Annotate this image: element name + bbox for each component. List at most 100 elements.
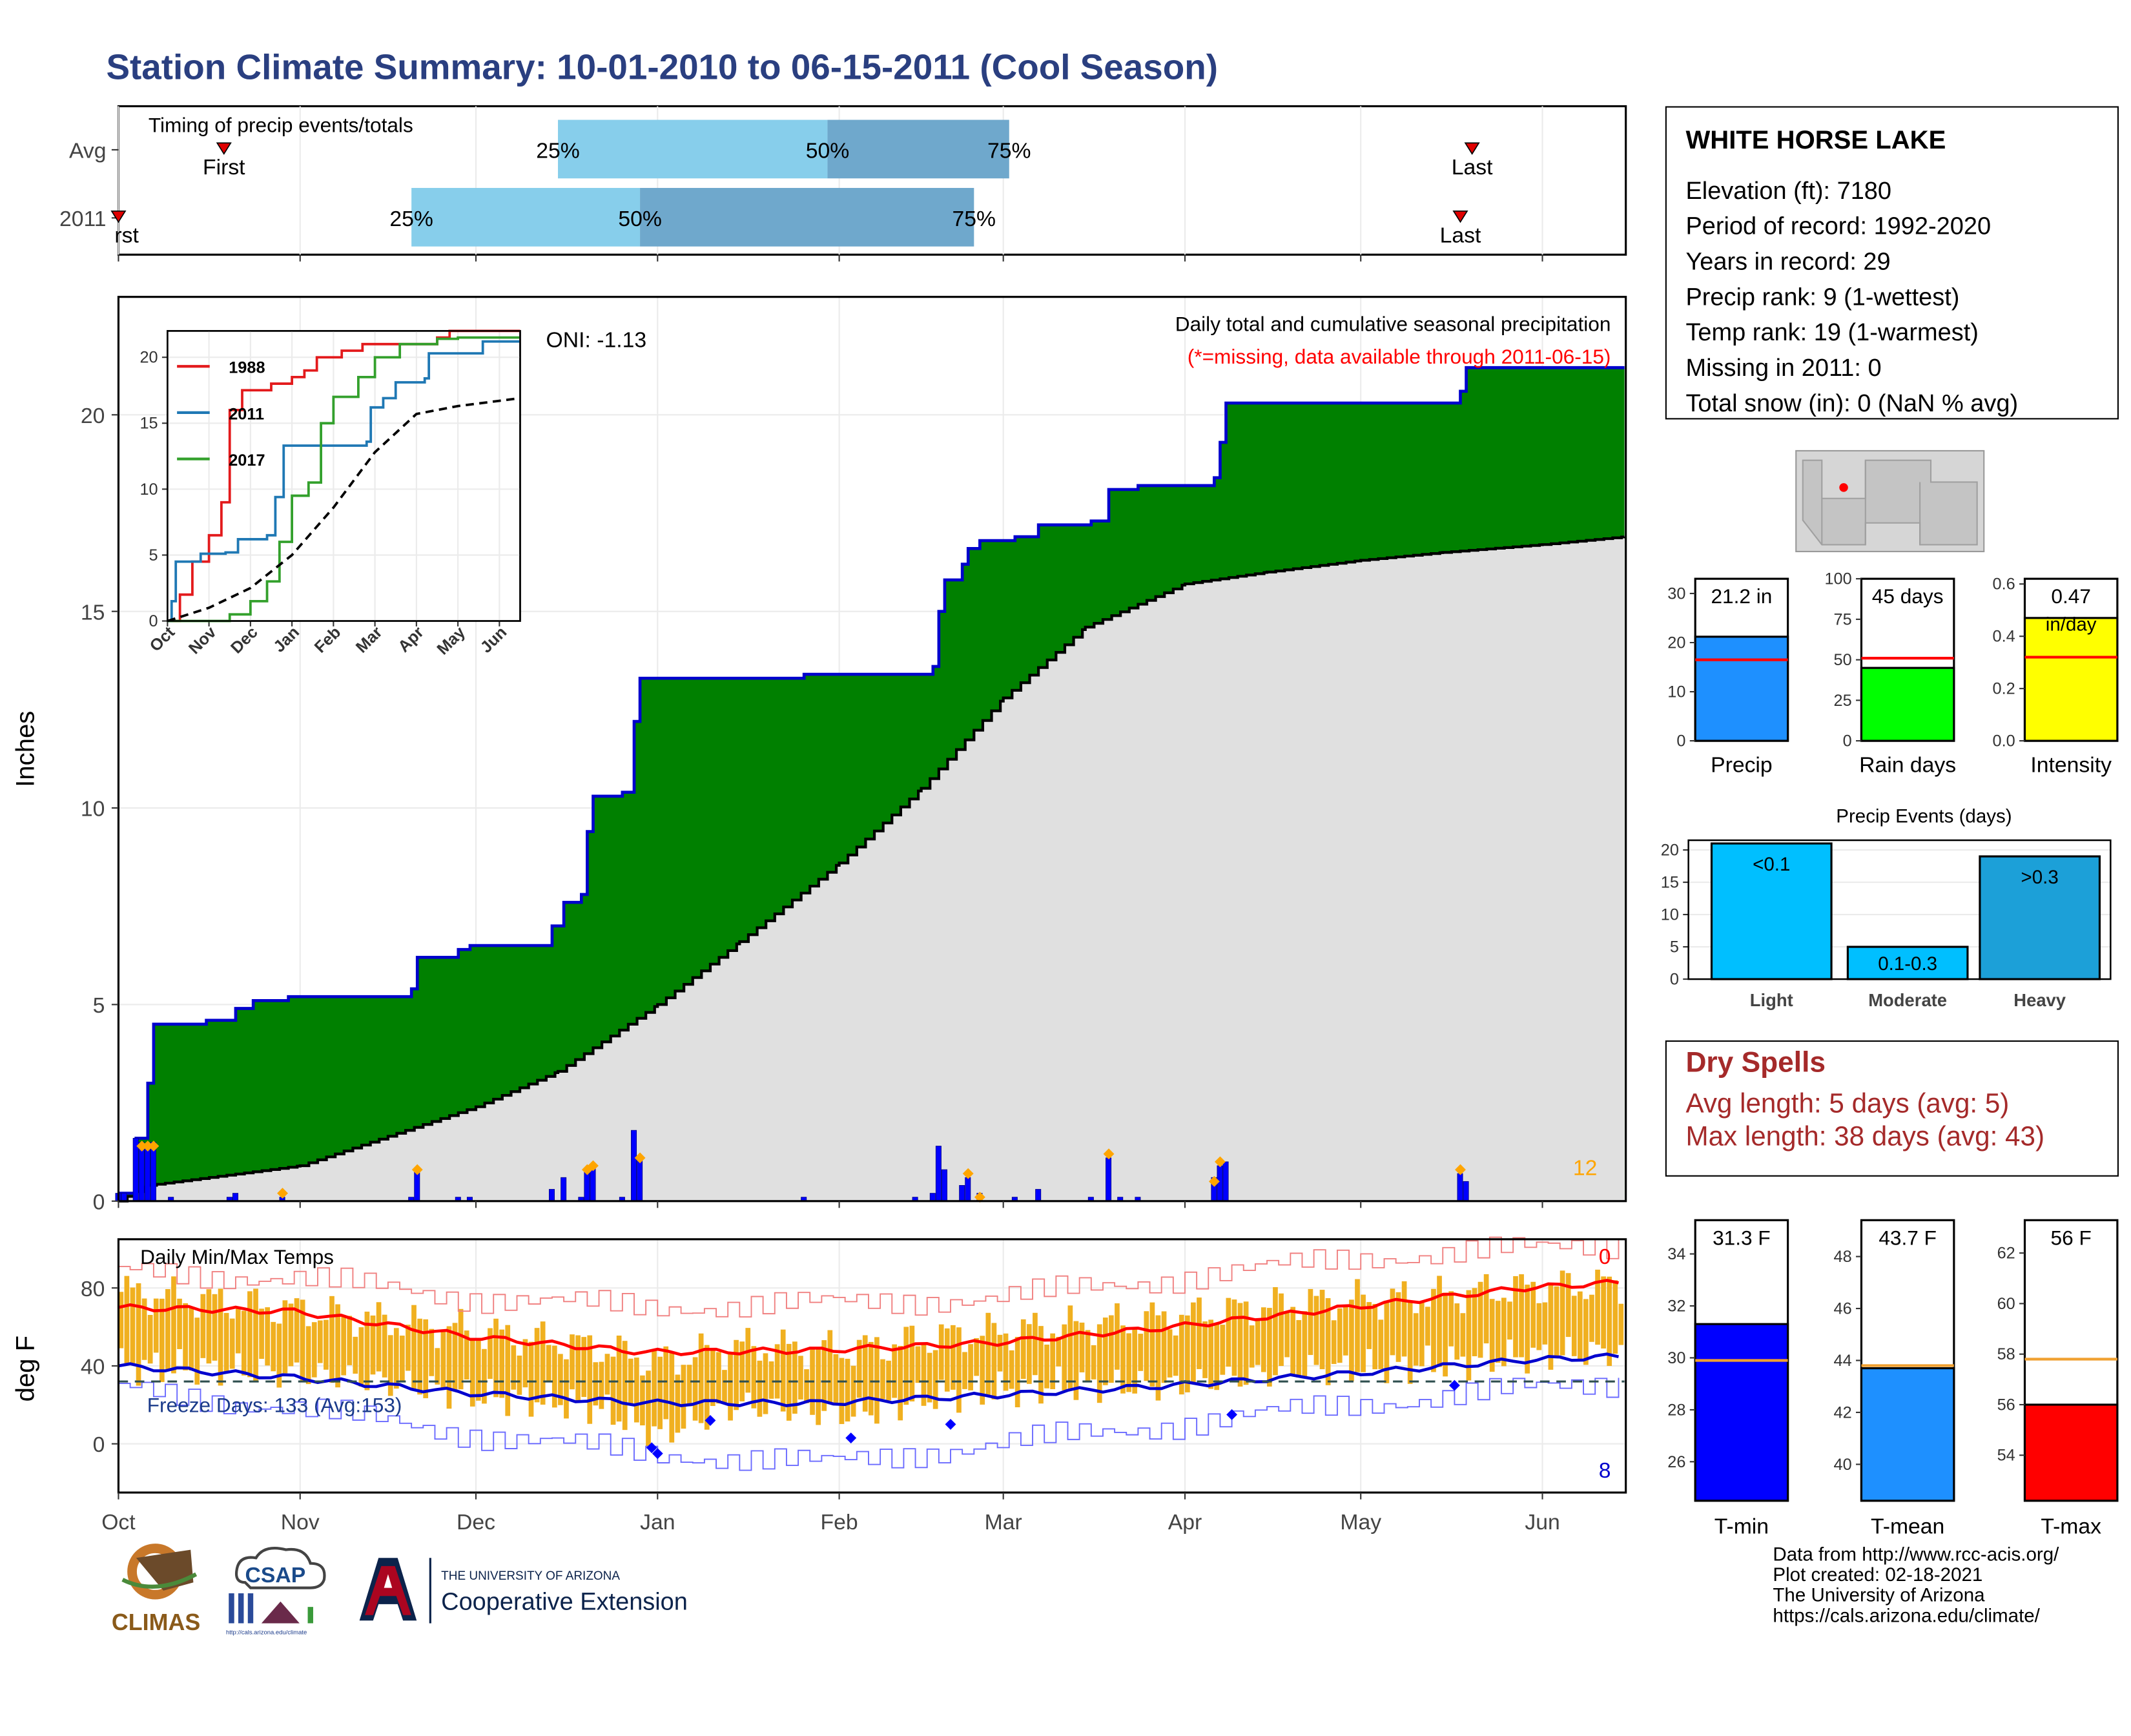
daily-temp-bar	[1296, 1319, 1302, 1378]
average-cumulative-line	[118, 535, 1626, 1203]
daily-temp-bar	[1372, 1304, 1378, 1370]
mini-panel-ytick-label: 20	[1667, 634, 1685, 652]
events-ytick-label: 5	[1670, 938, 1679, 956]
daily-temp-bar	[1267, 1308, 1272, 1387]
temp-xtick-label: Dec	[457, 1510, 495, 1534]
daily-temp-bar	[862, 1335, 868, 1412]
mini-panel-bar	[1860, 666, 1955, 742]
daily-temp-bar	[259, 1308, 264, 1359]
daily-temp-bar	[329, 1296, 335, 1383]
daily-temp-bar	[452, 1323, 458, 1390]
daily-temp-bar	[446, 1326, 452, 1409]
daily-temp-bar	[1062, 1324, 1067, 1390]
temp-xtick-label: Nov	[281, 1510, 320, 1534]
mini-panel-ytick-label: 30	[1667, 584, 1685, 603]
daily-temp-bar	[757, 1360, 763, 1417]
station-snow: Total snow (in): 0 (NaN % avg)	[1685, 389, 2019, 417]
daily-temp-bar	[376, 1302, 382, 1372]
daily-temp-bar	[892, 1344, 897, 1398]
daily-temp-bar	[997, 1334, 1003, 1372]
daily-precip-bar	[935, 1146, 942, 1202]
daily-temp-bar	[663, 1346, 669, 1420]
daily-precip-bar	[232, 1193, 238, 1202]
mini-panel-value: 45 days	[1872, 584, 1944, 608]
station-years: Years in record: 29	[1685, 247, 1891, 275]
daily-temp-bar	[551, 1345, 557, 1408]
daily-temp-bar	[1091, 1345, 1096, 1380]
daily-temp-bar	[534, 1328, 540, 1403]
events-bar	[1846, 946, 1969, 980]
temp-ytick-label: 40	[81, 1355, 105, 1380]
daily-temp-bar	[206, 1289, 212, 1364]
daily-temp-bar	[1173, 1335, 1179, 1376]
daily-temp-bar	[1378, 1319, 1384, 1369]
mini-panel-ytick-label: 58	[1997, 1345, 2015, 1363]
daily-temp-bar	[406, 1325, 411, 1371]
daily-temp-bar	[1308, 1288, 1313, 1356]
daily-temp-bar	[640, 1375, 645, 1426]
events-bar-label: >0.3	[2021, 867, 2059, 888]
daily-temp-bar	[1003, 1333, 1009, 1391]
daily-precip-bar	[637, 1157, 643, 1202]
daily-precip-bar	[959, 1185, 965, 1202]
daily-temp-bar	[317, 1320, 323, 1363]
daily-precip-bar	[1222, 1161, 1229, 1202]
daily-temp-bar	[1343, 1306, 1348, 1356]
daily-temp-bar	[1554, 1286, 1560, 1359]
inset-ytick-label: 0	[149, 612, 158, 630]
daily-precip-bar	[1035, 1189, 1042, 1202]
daily-temp-bar	[669, 1352, 675, 1443]
daily-temp-bar	[1085, 1330, 1091, 1381]
events-ytick-label: 15	[1661, 873, 1679, 891]
daily-temp-bar	[1384, 1300, 1390, 1383]
daily-temp-bar	[1056, 1337, 1062, 1367]
daily-temp-bar	[171, 1276, 176, 1374]
daily-temp-bar	[1407, 1300, 1413, 1384]
daily-temp-bar	[921, 1342, 927, 1406]
inset-frame-top	[167, 330, 521, 622]
mini-panel-value: 31.3 F	[1713, 1226, 1771, 1249]
mini-panel-ytick-label: 0	[1676, 732, 1685, 750]
daily-temp-bar	[1519, 1274, 1524, 1358]
daily-temp-bar	[1290, 1307, 1296, 1376]
mini-panel-bar	[1694, 1323, 1789, 1502]
station-info-box: WHITE HORSE LAKE Elevation (ft): 7180 Pe…	[1665, 106, 2119, 420]
temp-xtick-label: Feb	[821, 1510, 858, 1534]
main-chart-subtitle: (*=missing, data available through 2011-…	[1188, 345, 1611, 368]
mini-panel-ytick-label: 40	[1834, 1456, 1852, 1474]
daily-temp-bar	[1618, 1303, 1624, 1345]
events-frame	[1687, 839, 2112, 980]
main-chart-title: Daily total and cumulative seasonal prec…	[1175, 312, 1611, 335]
daily-temp-bar	[242, 1310, 247, 1376]
daily-precip-bar	[144, 1146, 150, 1202]
record-low-marker	[945, 1418, 956, 1430]
daily-temp-bar	[1507, 1301, 1512, 1340]
inset-ytick-label: 10	[139, 480, 158, 499]
daily-temp-bar	[1571, 1296, 1577, 1356]
daily-temp-bar	[423, 1319, 429, 1398]
daily-precip-bar	[1457, 1173, 1463, 1202]
mini-panel-label: T-max	[2041, 1514, 2101, 1538]
daily-temp-bar	[1477, 1281, 1483, 1358]
daily-temp-bar	[1132, 1327, 1138, 1394]
daily-temp-bar	[850, 1365, 856, 1417]
daily-temp-bar	[1612, 1280, 1618, 1354]
daily-precip-bar	[929, 1193, 936, 1202]
daily-temp-bar	[1355, 1279, 1360, 1372]
daily-temp-bar	[1273, 1286, 1278, 1376]
timing-first-marker	[216, 142, 232, 155]
daily-temp-bar	[633, 1358, 639, 1423]
daily-temp-bar	[1601, 1276, 1606, 1349]
timing-q50-label: 50%	[806, 139, 850, 163]
daily-temp-bar	[581, 1337, 587, 1398]
daily-temp-bar	[1483, 1274, 1489, 1344]
daily-temp-bar	[271, 1321, 276, 1372]
dry-spells-avg: Avg length: 5 days (avg: 5)	[1685, 1089, 2010, 1120]
daily-precip-bar	[548, 1189, 555, 1202]
daily-temp-bar	[1009, 1350, 1014, 1389]
daily-temp-bar	[716, 1352, 721, 1404]
daily-temp-bar	[1033, 1312, 1038, 1376]
timing-chart: Timing of precip events/totals Avg 25% 50% 7…	[59, 105, 1627, 262]
mini-panel-ytick-label: 0.6	[1993, 575, 2015, 594]
